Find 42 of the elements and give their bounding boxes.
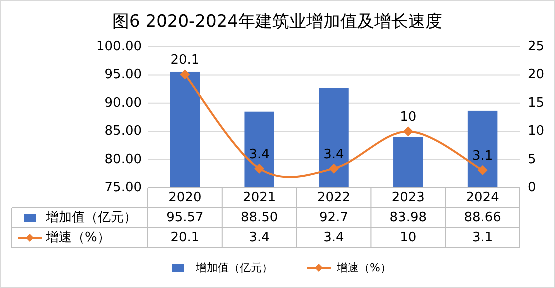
- text: 3.4: [249, 147, 270, 162]
- y-tick-label: 95.00: [104, 68, 142, 83]
- data-label: 88.50: [240, 210, 278, 226]
- data-label: 3.4: [324, 230, 344, 246]
- text: 10: [400, 110, 417, 126]
- data-label: 95.57: [166, 210, 204, 226]
- data-label: 88.66: [464, 210, 502, 226]
- point: [403, 126, 414, 137]
- text: 增速（%）: [46, 230, 110, 246]
- x-tick-label: 2020: [168, 190, 202, 206]
- y2-tick-label: 0: [528, 180, 536, 196]
- text: 20.1: [170, 53, 200, 68]
- y-tick-label: 80.00: [104, 152, 142, 168]
- data-label: 92.7: [320, 210, 348, 226]
- data-label: 3.4: [249, 230, 270, 246]
- y2-tick-label: 20: [528, 68, 545, 83]
- point: [329, 164, 339, 174]
- data-label: 83.98: [390, 210, 428, 226]
- data-label: 10: [400, 230, 417, 246]
- x-tick-label: 2023: [392, 190, 425, 206]
- y-tick-label: 90.00: [104, 96, 142, 111]
- x-tick-label: 2021: [243, 190, 276, 206]
- text: 增加值（亿元）: [196, 262, 273, 274]
- data-label: 3.1: [472, 230, 494, 246]
- y-tick-label: 100.00: [96, 40, 142, 54]
- y2-tick-label: 15: [528, 96, 545, 111]
- point: [254, 164, 265, 174]
- x-tick-label: 2022: [317, 190, 351, 206]
- y-tick-label: 75.00: [104, 180, 142, 196]
- chart-title: 图6 2020-2024年建筑业增加值及增长速度: [112, 12, 442, 32]
- text: 3.1: [472, 149, 494, 164]
- point: [478, 166, 488, 176]
- data-label: 20.1: [170, 230, 200, 246]
- y2-tick-label: 10: [528, 124, 545, 140]
- point: [180, 70, 190, 80]
- text: 3.4: [324, 147, 344, 162]
- x-tick-label: 2024: [466, 190, 500, 206]
- legend-label: 增速（%）: [336, 262, 392, 274]
- y2-tick-label: 5: [528, 152, 536, 168]
- y2-tick-label: 25: [528, 40, 545, 54]
- legend-label: 增加值（亿元）: [45, 210, 137, 226]
- y-tick-label: 85.00: [104, 124, 142, 140]
